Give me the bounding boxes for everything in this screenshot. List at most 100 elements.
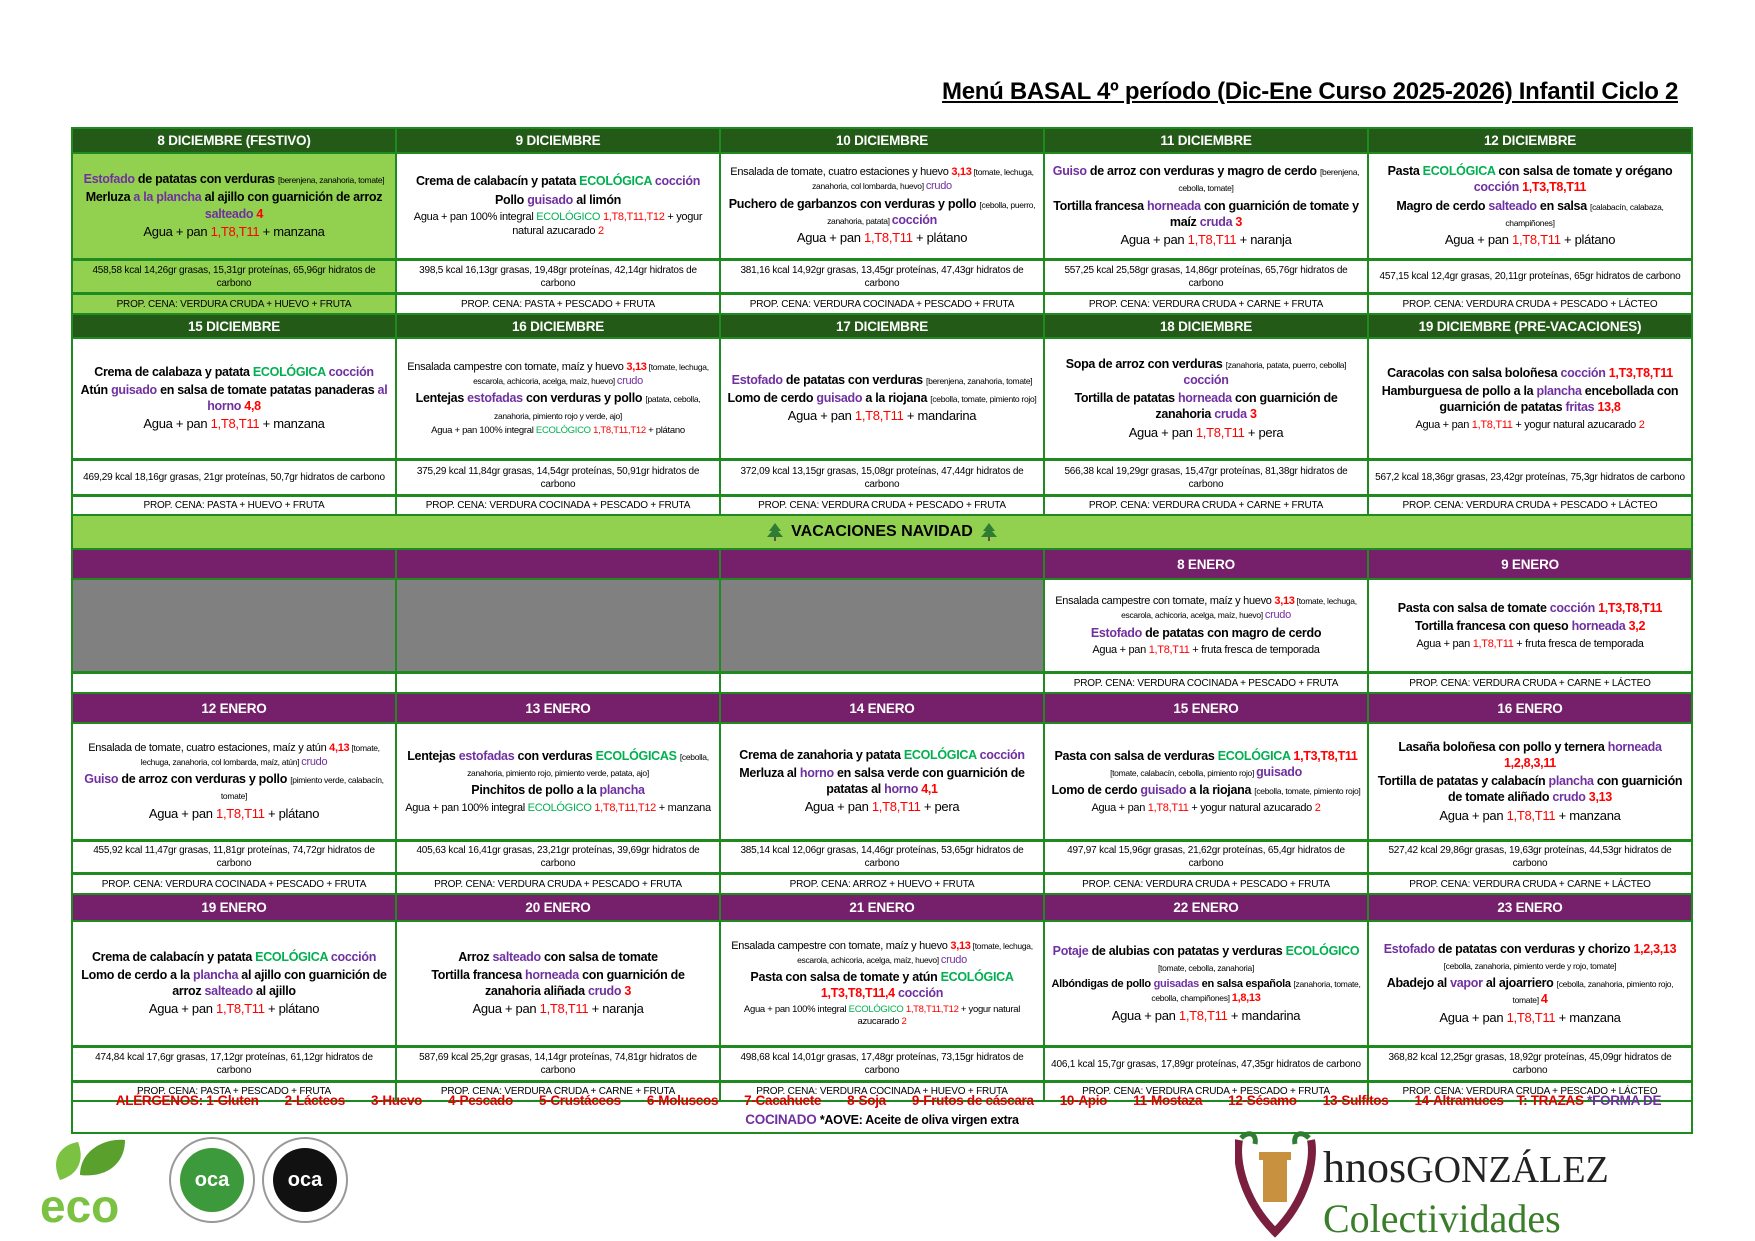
- ecologico-tag: ECOLÓGICO: [1285, 943, 1360, 958]
- cooking-method: plancha: [192, 967, 239, 982]
- menu-cell: Ensalada campestre con tomate, maíz y hu…: [1045, 580, 1367, 674]
- day-header: 15 DICIEMBRE: [73, 315, 395, 339]
- menu-cell: Lentejas estofadas con verduras ECOLÓGIC…: [397, 724, 719, 842]
- dish-text: al limón: [573, 192, 622, 207]
- dish-text: de arroz con verduras y magro de cerdo: [1086, 164, 1320, 179]
- text: + plátano: [912, 230, 968, 246]
- dish-line: Pinchitos de pollo a la plancha: [471, 782, 645, 798]
- cooking-method: horneada: [1571, 619, 1626, 634]
- day-header: 12 DICIEMBRE: [1369, 129, 1691, 154]
- day-column: [73, 550, 397, 692]
- allergen-codes: 1,T8,T11: [216, 1001, 265, 1017]
- dish-text: con guarnición de tomate aliñado: [1448, 774, 1683, 805]
- dish-text: Tortilla de patatas: [1074, 391, 1178, 406]
- vacation-label: VACACIONES NAVIDAD: [791, 523, 973, 540]
- dish-text: con guarnición de tomate y maíz: [1169, 198, 1359, 229]
- drink-dessert-line: Agua + pan 1,T8,T11 + naranja: [1120, 232, 1291, 249]
- drink-dessert-line: Agua + pan 1,T8,T11 + yogur natural azuc…: [1415, 418, 1644, 432]
- day-header: 22 ENERO: [1045, 895, 1367, 922]
- allergen-codes: 1,2,3,13: [1633, 941, 1677, 956]
- text: + pera: [1244, 424, 1284, 440]
- cooking-method: salteado: [204, 984, 254, 999]
- dish-text: de alubias con patatas y verduras: [1088, 943, 1286, 958]
- text: + mandarina: [1227, 1007, 1301, 1023]
- dinner-suggestion: [397, 674, 719, 692]
- day-column: 15 DICIEMBRE Crema de calabaza y patata E…: [73, 315, 397, 514]
- drink-dessert-line: Agua + pan 100% integral ECOLÓGICO 1,T8,…: [431, 425, 685, 437]
- drink-dessert-line: Agua + pan 1,T8,T11 + plátano: [148, 805, 320, 823]
- ingredients-note: [zanahoria, patata, puerro, cebolla]: [1225, 359, 1347, 370]
- text: Ensalada campestre con tomate, maíz y hu…: [731, 939, 951, 952]
- dish-text: Pasta: [1387, 164, 1423, 179]
- drink-dessert-line: Agua + pan 100% integral ECOLÓGICO 1,T8,…: [726, 1004, 1038, 1029]
- ingredients-note: [cebolla, zanahoria, pimiento rojo, pimi…: [467, 751, 709, 779]
- menu-table: 8 DICIEMBRE (FESTIVO) Estofado de patatas…: [71, 127, 1693, 1102]
- no-service-cell: [721, 580, 1043, 674]
- text: Agua + pan: [796, 230, 865, 246]
- day-column: 18 DICIEMBRE Sopa de arroz con verduras […: [1045, 315, 1369, 514]
- day-column: 13 ENERO Lentejas estofadas con verduras …: [397, 694, 721, 893]
- text: Agua + pan: [148, 805, 217, 821]
- drink-dessert-line: Agua + pan 1,T8,T11 + fruta fresca de te…: [1416, 637, 1644, 651]
- dish-line: Potaje de alubias con patatas y verduras…: [1050, 943, 1362, 976]
- dish-text: Lentejas: [415, 391, 468, 406]
- dinner-suggestion: PROP. CENA: VERDURA CRUDA + PESCADO + FR…: [721, 497, 1043, 514]
- dish-text: Crema de calabacín y patata: [415, 174, 580, 189]
- dish-text: Lentejas: [407, 748, 459, 763]
- cooking-method: Estofado: [731, 372, 783, 387]
- dish-line: Pasta con salsa de tomate cocción 1,T3,T…: [1398, 600, 1663, 616]
- allergen-legend: ALÉRGENOS: 1-Gluten 2-Lácteos 3-Huevo 4-Pes…: [71, 1088, 1693, 1134]
- day-column: 23 ENERO Estofado de patatas con verduras…: [1369, 895, 1691, 1100]
- dish-text: Tortilla francesa: [1053, 198, 1147, 213]
- day-column: 16 DICIEMBRE Ensalada campestre con tomat…: [397, 315, 721, 514]
- text: Agua + pan: [1444, 232, 1513, 248]
- day-header: 17 DICIEMBRE: [721, 315, 1043, 339]
- dinner-suggestion: PROP. CENA: ARROZ + HUEVO + FRUTA: [721, 875, 1043, 893]
- ecologico-tag: ECOLÓGICA: [252, 364, 326, 379]
- cooking-method: cruda: [1199, 214, 1233, 229]
- menu-cell: Sopa de arroz con verduras [zanahoria, p…: [1045, 339, 1367, 461]
- day-header: 8 ENERO: [1045, 550, 1367, 580]
- dish-text: Arroz: [458, 949, 493, 964]
- text: + yogur natural azucarado: [512, 210, 703, 238]
- cooking-method: cocción: [891, 212, 937, 227]
- dish-line: Tortilla de patatas y calabacín plancha …: [1374, 773, 1686, 806]
- cooking-method: Guiso: [84, 772, 119, 787]
- day-header: 18 DICIEMBRE: [1045, 315, 1367, 339]
- drink-dessert-line: Agua + pan 1,T8,T11 + pera: [1129, 425, 1284, 442]
- ecologico-tag: ECOLÓGICO: [536, 210, 603, 223]
- day-header: [721, 550, 1043, 580]
- day-column: 12 ENERO Ensalada de tomate, cuatro estac…: [73, 694, 397, 893]
- nutrition-info: 385,14 kcal 12,06gr grasas, 14,46gr prot…: [721, 842, 1043, 875]
- text: + plátano: [645, 424, 685, 436]
- allergen-codes: 1,T8,T11: [1472, 637, 1514, 650]
- cooking-method: a la plancha: [133, 190, 202, 205]
- drink-dessert-line: Agua + pan 1,T8,T11 + manzana: [1439, 808, 1620, 825]
- ingredients-note: [tomate, lechuga, escarola, achicoria, a…: [797, 940, 1033, 965]
- day-header: [397, 550, 719, 580]
- cooking-method: Guiso: [1052, 164, 1087, 179]
- dish-text: encebollada con guarnición de patatas: [1439, 384, 1679, 415]
- allergen-codes: 3,13: [626, 360, 647, 373]
- day-header: 19 DICIEMBRE (PRE-VACACIONES): [1369, 315, 1691, 339]
- allergen-codes: 1,T8,T11,T12: [593, 424, 646, 436]
- text: Agua + pan: [148, 1001, 217, 1017]
- text: Agua + pan: [1416, 637, 1473, 650]
- menu-cell: Estofado de patatas con verduras [berenj…: [721, 339, 1043, 461]
- dish-line: Tortilla de patatas horneada con guarnic…: [1050, 390, 1362, 423]
- text: + naranja: [1236, 232, 1292, 248]
- day-header: 16 ENERO: [1369, 694, 1691, 724]
- menu-cell: Ensalada campestre con tomate, maíz y hu…: [397, 339, 719, 461]
- menu-cell: Arroz salteado con salsa de tomate Tortil…: [397, 922, 719, 1048]
- day-column: 14 ENERO Crema de zanahoria y patata ECOL…: [721, 694, 1045, 893]
- dish-text: Merluza: [85, 190, 134, 205]
- dish-line: Ensalada de tomate, cuatro estaciones, m…: [78, 741, 390, 770]
- drink-dessert-line: Agua + pan 1,T8,T11 + plátano: [796, 230, 968, 247]
- dinner-suggestion: PROP. CENA: PASTA + HUEVO + FRUTA: [73, 497, 395, 514]
- cooking-method: horneada: [1177, 391, 1232, 406]
- nutrition-info: 587,69 kcal 25,2gr grasas, 14,14gr prote…: [397, 1048, 719, 1083]
- allergen-codes: 1,T8,T11: [854, 408, 904, 424]
- allergen-codes: 1,T8,T11: [539, 1001, 589, 1017]
- allergen-codes: 1,T8,T11: [871, 799, 921, 815]
- dish-line: Lentejas estofadas con verduras y pollo …: [402, 390, 714, 423]
